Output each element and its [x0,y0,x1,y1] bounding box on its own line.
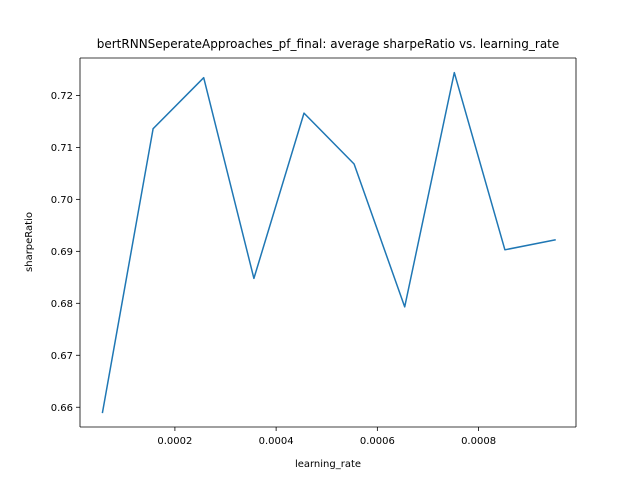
axes-layer: 0.0002 0.0004 0.0006 0.0008 0.66 0.67 0.68 0.69… [51,57,577,447]
x-axis-label: learning_rate [295,459,361,470]
data-point [203,77,205,79]
y-tick-label: 0.70 [51,195,73,206]
x-tick-label: 0.0006 [360,436,395,447]
y-axis-label: sharpeRatio [24,212,35,272]
y-tick-label: 0.66 [51,403,73,414]
data-point [454,72,456,74]
y-tick-label: 0.69 [51,247,73,258]
data-point [102,412,104,414]
data-point [152,128,154,130]
data-point [253,278,255,280]
chart-title: bertRNNSeperateApproaches_pf_final: aver… [97,37,560,51]
data-point [303,112,305,114]
x-tick-label: 0.0004 [259,436,294,447]
y-tick-label: 0.68 [51,299,73,310]
series-layer [101,71,556,414]
y-tick-label: 0.72 [51,91,73,102]
data-point [353,163,355,165]
plot-area [80,58,576,427]
x-tick-label: 0.0008 [461,436,496,447]
y-tick-label: 0.71 [51,143,73,154]
x-tick-label: 0.0002 [157,436,192,447]
data-point [554,239,556,241]
series-line-0 [101,71,556,414]
y-tick-label: 0.67 [51,351,73,362]
data-point [504,249,506,251]
data-point [404,306,406,308]
